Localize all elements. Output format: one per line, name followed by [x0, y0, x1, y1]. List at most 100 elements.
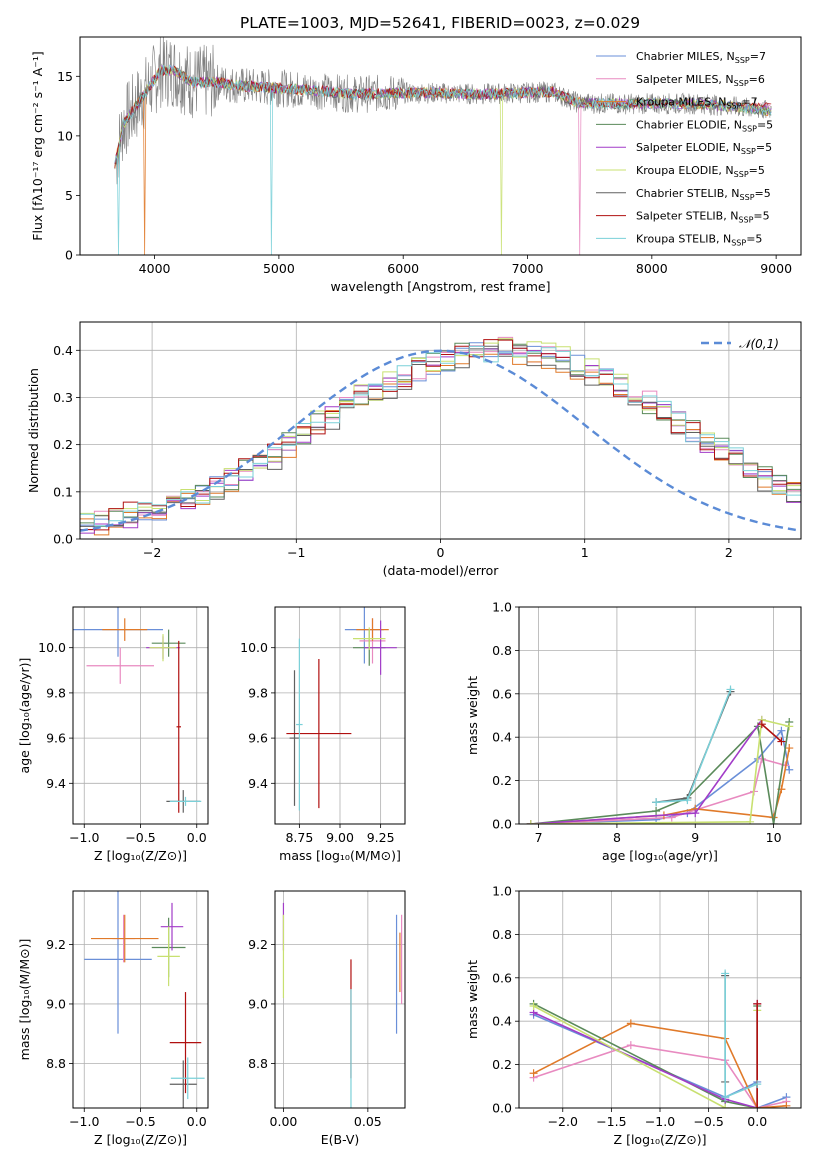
weight-point-marker [757, 720, 766, 729]
weight-point-marker [721, 1093, 730, 1102]
x-tick-label: 10 [766, 830, 782, 845]
y-tick-label: 9.2 [248, 937, 268, 952]
plot-area-age-vs-mass [286, 607, 397, 811]
weight-point-marker [753, 1104, 762, 1108]
legend-subscript: SSP [726, 102, 741, 111]
weight-point-marker [769, 820, 778, 824]
x-tick-label: 9.25 [367, 830, 395, 845]
histogram-step [80, 338, 801, 516]
x-tick-label: −2 [143, 545, 161, 560]
weight-series-line [530, 721, 791, 824]
legend-subscript: SSP [740, 193, 755, 202]
model-spectrum-line [114, 65, 772, 255]
plot-area-mass-vs-Z [84, 891, 205, 1108]
weight-point-marker [785, 744, 794, 753]
y-tick-label: 0.0 [492, 817, 512, 832]
y-tick-label: 0.0 [53, 532, 73, 547]
y-tick-label: 9.6 [46, 731, 66, 746]
y-tick-label: 0.4 [53, 343, 73, 358]
weight-series-line [530, 728, 791, 824]
y-tick-label: 0.4 [492, 1014, 512, 1029]
axes-frame [274, 606, 406, 825]
y-tick-label: 9.6 [248, 731, 268, 746]
weight-point-marker [529, 1002, 538, 1011]
weight-point-marker [721, 969, 730, 978]
weight-point-marker [721, 1104, 730, 1108]
panel-residuals: −2 −1 0 1 2 0.0 0.1 0.2 0.3 0.4 (data-model)/error… [26, 321, 802, 578]
weight-point-marker [753, 1080, 762, 1089]
x-axis-label: age [log₁₀(age/yr)] [602, 848, 718, 863]
legend-subscript: SSP [742, 124, 757, 133]
axes-frame [274, 890, 406, 1109]
y-tick-label: 0 [65, 248, 73, 263]
y-tick-label: 0.1 [53, 484, 73, 499]
weight-series-line [761, 723, 782, 743]
y-tick-label: 0.6 [492, 970, 512, 985]
weight-point-marker [652, 798, 661, 807]
x-tick-label: 5000 [263, 261, 295, 276]
legend-entry: Chabrier ELODIE, NSSP=5 [636, 118, 773, 133]
legend-subscript: SSP [734, 79, 749, 88]
legend-entry: Kroupa MILES, NSSP=7 [636, 96, 758, 111]
y-tick-label: 0.2 [492, 773, 512, 788]
x-tick-label: 0.00 [270, 1114, 298, 1129]
model-spectrum-line [114, 64, 772, 255]
y-tick-label: 0.8 [492, 927, 512, 942]
x-axis-label: (data-model)/error [383, 563, 500, 578]
plot-area-spectrum [114, 37, 772, 255]
legend-entry: Kroupa ELODIE, NSSP=5 [636, 164, 765, 179]
legend-suffix: =6 [749, 73, 765, 86]
legend-suffix: =7 [741, 96, 757, 109]
legend-subscript: SSP [735, 56, 750, 65]
y-axis-label: mass weight [465, 676, 480, 755]
legend-suffix: =5 [757, 118, 773, 131]
legend-subscript: SSP [731, 238, 746, 247]
y-axis-label: mass [log₁₀(M/M⊙)] [17, 939, 32, 1061]
plot-area-age-vs-Z [73, 607, 202, 813]
y-tick-label: 9.0 [248, 996, 268, 1011]
weight-series-line [530, 718, 790, 824]
y-tick-label: 0.2 [53, 437, 73, 452]
weight-point-marker [626, 1019, 635, 1028]
x-tick-label: 6000 [387, 261, 419, 276]
x-tick-label: −1 [287, 545, 305, 560]
axes-frame [79, 321, 802, 540]
y-tick-label: 10.0 [240, 640, 268, 655]
x-tick-label: 9000 [760, 261, 792, 276]
x-tick-label: −1.0 [69, 1114, 99, 1129]
x-tick-label: 7 [535, 830, 543, 845]
legend-suffix: =5 [749, 164, 765, 177]
y-tick-label: 9.8 [46, 685, 66, 700]
y-tick-label: 0.0 [492, 1101, 512, 1116]
weight-point-marker [746, 817, 755, 824]
x-tick-label: 0.0 [747, 1114, 767, 1129]
legend-suffix: =7 [750, 50, 766, 63]
x-tick-label: 0.0 [187, 830, 207, 845]
x-axis-label: Z [log₁₀(Z/Z⊙)] [94, 1132, 187, 1147]
axes-frame [518, 606, 802, 825]
axes-frame [518, 890, 802, 1109]
x-tick-label: −1.0 [645, 1114, 675, 1129]
plot-area-residuals [80, 336, 801, 536]
weight-point-marker [757, 754, 766, 763]
x-tick-label: −0.5 [125, 830, 155, 845]
x-tick-label: 8 [613, 830, 621, 845]
panel-weight-vs-age: 7 8 9 10 0.0 0.2 0.4 0.6 0.8 1.0 age [log₁₀(age/yr… [465, 600, 802, 863]
weight-point-marker [726, 685, 735, 694]
x-tick-label: −2.0 [548, 1114, 578, 1129]
x-axis-label: Z [log₁₀(Z/Z⊙)] [614, 1132, 707, 1147]
weight-point-marker [683, 796, 692, 805]
y-tick-label: 10.0 [38, 640, 66, 655]
legend-subscript: SSP [741, 147, 756, 156]
y-tick-label: 8.8 [248, 1056, 268, 1071]
weight-point-marker [526, 820, 535, 824]
legend-entry: Chabrier MILES, NSSP=7 [636, 50, 766, 65]
legend-entry: Salpeter ELODIE, NSSP=5 [636, 141, 772, 156]
weight-point-marker [777, 737, 786, 746]
legend-suffix: =5 [755, 187, 771, 200]
y-tick-label: 5 [65, 188, 73, 203]
x-tick-label: −1.0 [69, 830, 99, 845]
y-tick-label: 0.4 [492, 730, 512, 745]
weight-series-line [530, 719, 763, 824]
